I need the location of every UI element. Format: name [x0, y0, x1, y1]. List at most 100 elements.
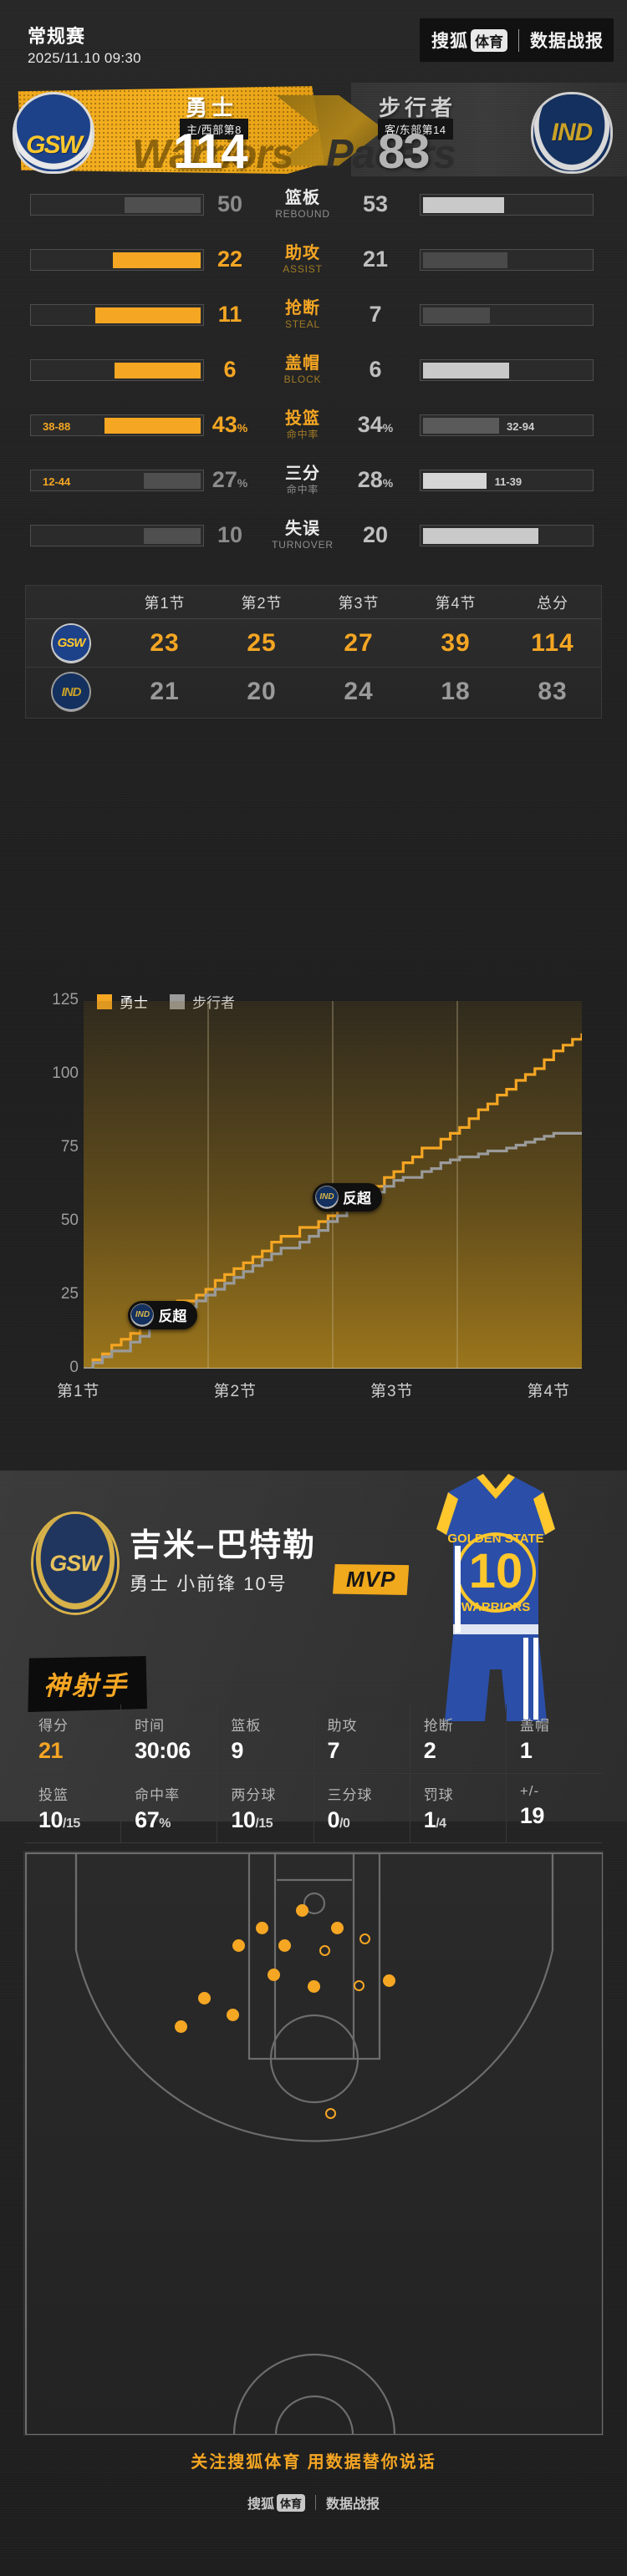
page-header: 常规赛 2025/11.10 09:30 搜狐 体育 数据战报	[0, 0, 627, 79]
footer-divider	[315, 2495, 316, 2510]
mvp-team-crest: GSW	[33, 1514, 117, 1613]
shot-made-marker	[330, 1921, 344, 1934]
quarter-row-logo: IND	[26, 673, 116, 710]
stat-row: 10 失误 TURNOVER 20	[0, 516, 627, 554]
mvp-stat-key: 罚球	[423, 1787, 454, 1803]
away-stat-value: 7	[369, 302, 382, 327]
shot-chart-court	[23, 1851, 604, 2436]
home-stat-bar-fill	[144, 527, 201, 544]
home-stat-bar: 12-44	[30, 469, 204, 491]
home-stat-bar	[30, 358, 204, 381]
away-stat-bar-fill	[423, 362, 509, 379]
court-diagram	[24, 1852, 603, 2435]
mvp-stat-value: 1	[519, 1738, 533, 1763]
stat-label: 三分 命中率	[256, 465, 349, 496]
mvp-stat-value: 10/15	[38, 1807, 80, 1832]
away-stat-bar-label: 32-94	[507, 419, 535, 433]
away-stat-bar-fill	[423, 196, 504, 213]
shot-made-marker	[278, 1938, 292, 1952]
mvp-nickname-tag: 神射手	[28, 1656, 147, 1712]
stat-row: 38-88 43% 投篮 命中率 34% 32-94	[0, 406, 627, 444]
quarter-score-cell: 18	[441, 678, 471, 705]
marker-team-logo: IND	[131, 1303, 154, 1326]
quarter-score-cell: 39	[441, 628, 471, 657]
home-team-rank: 主/西部第8	[180, 119, 248, 140]
shot-made-marker	[232, 1938, 246, 1952]
home-stat-bar-fill	[95, 307, 201, 323]
home-stat-value: 27%	[212, 467, 248, 492]
home-stat-bar	[30, 524, 204, 546]
y-axis-tick: 100	[52, 1064, 79, 1082]
away-stat-bar	[420, 248, 594, 271]
marker-label: 反超	[158, 1308, 187, 1325]
x-axis-tick: 第1节	[56, 1383, 100, 1400]
mvp-stat-key: 得分	[38, 1718, 69, 1734]
shot-made-marker	[308, 1979, 321, 1993]
away-team-score: 83	[378, 124, 430, 179]
brand-sohu-text: 搜狐	[431, 32, 468, 51]
home-stat-bar-fill	[144, 472, 201, 489]
game-datetime: 2025/11.10 09:30	[28, 50, 141, 66]
stat-row: 50 篮板 REBOUND 53	[0, 185, 627, 223]
footer-slogan: 关注搜狐体育 用数据替你说话	[191, 2453, 436, 2472]
quarter-score-cell: 114	[531, 628, 574, 657]
svg-text:WARRIORS: WARRIORS	[461, 1600, 531, 1614]
stat-label: 失误 TURNOVER	[256, 520, 349, 551]
mvp-stat-cell: 罚球 1/4	[410, 1774, 507, 1842]
home-stat-value: 6	[223, 357, 237, 382]
mvp-stat-key: 命中率	[135, 1787, 181, 1803]
home-stat-bar-fill	[125, 196, 201, 213]
home-stat-bar: 38-88	[30, 414, 204, 436]
stat-label: 抢断 STEAL	[256, 299, 349, 331]
stat-label-cn: 投篮	[285, 409, 320, 428]
chart-x-axis: 第1节 第2节 第3节 第4节	[0, 1379, 627, 1401]
home-stat-value: 10	[217, 522, 243, 547]
quarter-table-header: 第1节 第2节 第3节 第4节 总分	[26, 586, 601, 619]
stat-label: 盖帽 BLOCK	[256, 354, 349, 386]
home-stat-bar-fill	[112, 252, 201, 268]
svg-text:GOLDEN STATE: GOLDEN STATE	[447, 1532, 543, 1546]
home-stat-bar	[30, 248, 204, 271]
stat-row: 22 助攻 ASSIST 21	[0, 241, 627, 278]
mvp-stat-sub: %	[159, 1816, 171, 1831]
footer-sports-tag: 体育	[276, 2493, 305, 2512]
mvp-player-name: 吉米–巴特勒	[130, 1528, 317, 1563]
mvp-stat-cell: +/- 19	[507, 1774, 602, 1842]
home-stat-bar-fill	[104, 417, 201, 434]
stat-row: 12-44 27% 三分 命中率 28% 11-39	[0, 461, 627, 499]
stat-label-en: TURNOVER	[272, 538, 334, 551]
chart-lead-change-marker: IND 反超	[312, 1182, 382, 1212]
away-team-name: 步行者	[379, 95, 457, 120]
home-stat-bar-label: 38-88	[43, 419, 71, 433]
shot-missed-marker	[359, 1933, 371, 1944]
y-axis-tick: 75	[60, 1138, 79, 1156]
away-stat-bar	[420, 358, 594, 381]
scoreboard: Warriors Pacers GSW IND 勇士 主/西部第8 114 步行…	[0, 79, 627, 180]
mvp-stat-value: 1/4	[423, 1807, 446, 1832]
mvp-stat-key: 抢断	[423, 1718, 454, 1734]
home-stat-value: 22	[217, 246, 243, 272]
away-stat-bar: 32-94	[420, 414, 594, 436]
stat-label: 投篮 命中率	[256, 409, 349, 441]
stat-label: 助攻 ASSIST	[256, 244, 349, 276]
mvp-stat-key: 篮板	[231, 1718, 262, 1734]
shot-missed-marker	[324, 2108, 336, 2120]
quarter-column-header: 第2节	[241, 594, 283, 612]
x-axis-tick: 第2节	[213, 1383, 257, 1400]
page-footer: 关注搜狐体育 用数据替你说话 搜狐 体育 数据战报	[0, 2448, 627, 2512]
away-stat-value: 53	[362, 191, 389, 216]
shot-made-marker	[383, 1974, 396, 1987]
quarter-score-cell: 23	[150, 628, 180, 657]
y-axis-tick: 25	[60, 1285, 79, 1303]
away-stat-bar	[420, 524, 594, 546]
stat-label-en: BLOCK	[283, 373, 322, 385]
y-axis-tick: 0	[69, 1359, 79, 1376]
team-stats-comparison: 50 篮板 REBOUND 53 22 助攻 ASSIST 21 11 抢断 STEAL 7 6 盖帽 BL…	[0, 185, 627, 572]
away-team-logo: IND	[533, 94, 610, 171]
mvp-stat-key: 时间	[135, 1718, 166, 1734]
mvp-stat-value: 21	[38, 1738, 64, 1763]
stat-label-cn: 盖帽	[285, 353, 320, 373]
league-title: 常规赛	[28, 26, 86, 47]
shot-missed-marker	[319, 1944, 330, 1956]
brand-divider	[518, 28, 519, 52]
